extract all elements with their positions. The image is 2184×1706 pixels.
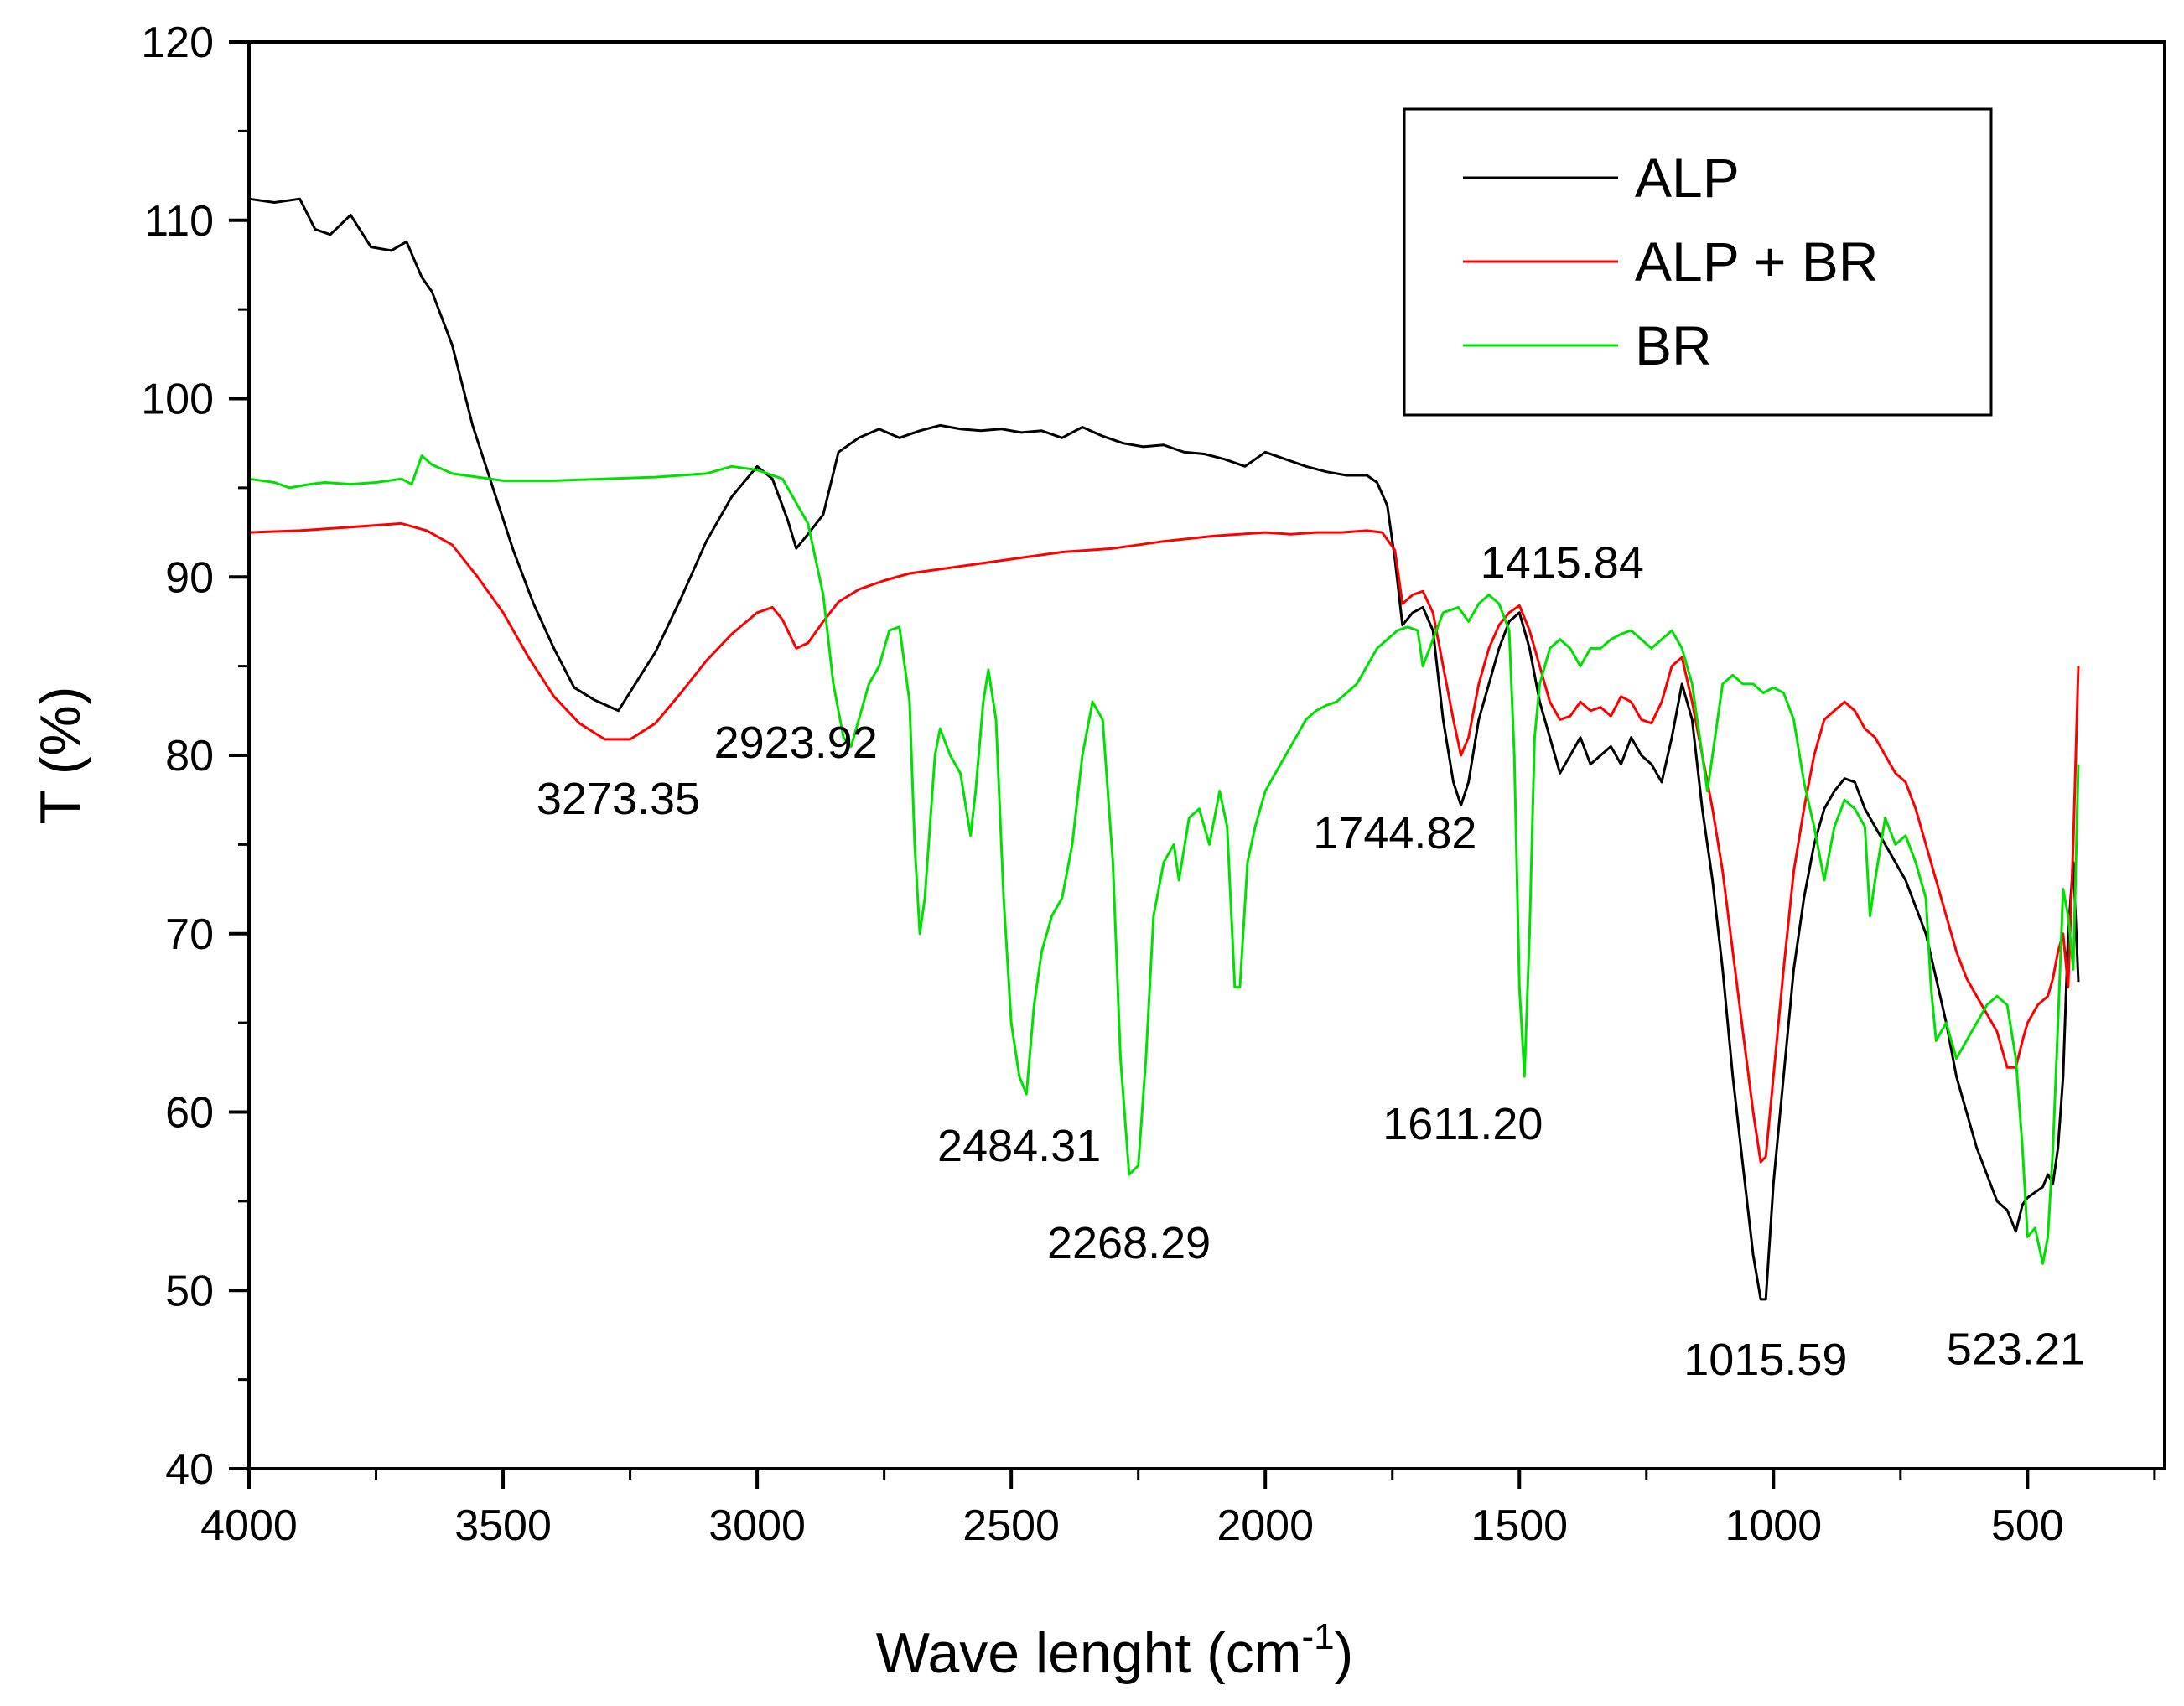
legend-label-0: ALP — [1635, 147, 1740, 209]
y-tick-label-120: 120 — [141, 18, 214, 67]
y-tick-label-100: 100 — [141, 376, 214, 424]
y-tick-label-50: 50 — [165, 1267, 214, 1315]
x-axis-title-close: ) — [1335, 1621, 1354, 1685]
x-axis-title-main: Wave lenght (cm — [876, 1621, 1302, 1685]
peak-label-8: 523.21 — [1947, 1324, 2085, 1374]
x-tick-label-1000: 1000 — [1725, 1501, 1822, 1550]
x-tick-label-1500: 1500 — [1471, 1501, 1568, 1550]
legend-label-2: BR — [1635, 314, 1712, 376]
peak-label-2: 2484.31 — [937, 1121, 1101, 1171]
peak-label-1: 2923.92 — [714, 718, 878, 768]
y-tick-label-70: 70 — [165, 910, 214, 959]
series-line-0 — [248, 197, 2080, 1301]
peak-label-4: 1744.82 — [1313, 808, 1476, 858]
x-tick-label-3000: 3000 — [708, 1501, 806, 1550]
x-tick-label-3500: 3500 — [454, 1501, 552, 1550]
y-tick-label-90: 90 — [165, 553, 214, 602]
y-tick-label-110: 110 — [144, 197, 214, 246]
x-tick-label-500: 500 — [1991, 1501, 2064, 1550]
series-line-1 — [248, 521, 2080, 1164]
x-tick-label-2000: 2000 — [1217, 1501, 1314, 1550]
x-tick-label-4000: 4000 — [200, 1501, 298, 1550]
annotations: 3273.35 2923.92 2484.31 2268.29 1744.82 1415.… — [537, 538, 2085, 1385]
peak-label-0: 3273.35 — [537, 774, 700, 824]
peak-label-3: 2268.29 — [1047, 1218, 1211, 1268]
legend-label-1: ALP + BR — [1635, 231, 1878, 293]
y-tick-label-80: 80 — [165, 732, 214, 780]
peak-label-6: 1611.20 — [1383, 1099, 1543, 1149]
legend: ALP ALP + BR BR — [1403, 107, 1993, 417]
peak-label-7: 1015.59 — [1683, 1335, 1847, 1385]
y-tick-label-40: 40 — [165, 1445, 214, 1494]
series-layer — [248, 197, 2080, 1301]
x-axis-title: Wave lenght (cm-1) — [876, 1616, 1353, 1685]
y-axis-title: T (%) — [29, 687, 92, 825]
x-axis-title-superscript: -1 — [1301, 1616, 1334, 1657]
axes-layer: 4000 3500 3000 2500 2000 1500 1000 500 40 50 60 70 8… — [141, 18, 2166, 1550]
peak-label-5: 1415.84 — [1481, 538, 1644, 589]
x-tick-label-2500: 2500 — [962, 1501, 1060, 1550]
y-tick-label-60: 60 — [165, 1089, 214, 1138]
series-line-2 — [248, 454, 2080, 1265]
